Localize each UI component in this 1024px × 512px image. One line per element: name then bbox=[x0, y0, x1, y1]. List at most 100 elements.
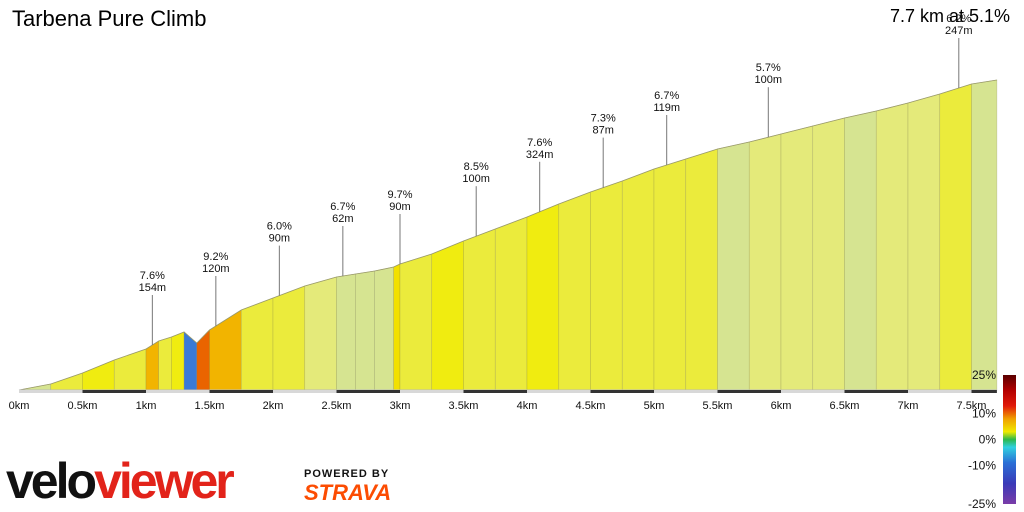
x-tick-label: 1km bbox=[136, 400, 157, 412]
x-tick-label: 1.5km bbox=[195, 400, 225, 412]
profile-segment bbox=[183, 331, 198, 391]
km-band bbox=[971, 390, 997, 393]
profile-segment bbox=[812, 117, 845, 391]
legend-label: -10% bbox=[968, 458, 996, 472]
chart-title: Tarbena Pure Climb bbox=[12, 6, 207, 31]
profile-segment bbox=[158, 336, 172, 391]
annotation-grade: 6.0% bbox=[267, 221, 292, 233]
profile-segment bbox=[240, 297, 274, 391]
profile-segment bbox=[590, 180, 623, 391]
legend-label: -25% bbox=[968, 497, 996, 511]
profile-segment bbox=[494, 216, 528, 391]
km-band bbox=[273, 390, 337, 393]
profile-segment bbox=[374, 266, 394, 391]
profile-segment bbox=[431, 240, 464, 391]
x-tick-label: 6km bbox=[771, 400, 792, 412]
x-tick-label: 7km bbox=[898, 400, 919, 412]
annotation-length: 324m bbox=[526, 149, 554, 161]
profile-segment bbox=[304, 276, 337, 391]
annotation-grade: 9.7% bbox=[387, 189, 412, 201]
annotation-grade: 5.7% bbox=[756, 62, 781, 74]
annotation-length: 90m bbox=[389, 201, 410, 213]
km-band bbox=[781, 390, 845, 393]
annotation-grade: 9.2% bbox=[203, 251, 228, 263]
legend-label: 25% bbox=[972, 368, 996, 382]
veloviewer-logo: veloviewer bbox=[6, 453, 237, 508]
profile-segment bbox=[145, 340, 159, 391]
powered-by-label: POWERED BY bbox=[304, 468, 390, 480]
x-tick-label: 4.5km bbox=[576, 400, 606, 412]
km-band bbox=[209, 390, 273, 393]
annotation-length: 120m bbox=[202, 263, 230, 275]
annotation-length: 62m bbox=[332, 213, 353, 225]
profile-segment bbox=[939, 83, 972, 391]
x-tick-label: 6.5km bbox=[830, 400, 860, 412]
gradient-legend: 25% 10% 0% -10% -25% bbox=[968, 368, 1016, 511]
km-band bbox=[336, 390, 400, 393]
profile-segments bbox=[18, 79, 998, 391]
profile-segment bbox=[653, 158, 687, 391]
profile-segment bbox=[272, 285, 306, 391]
profile-segment bbox=[875, 102, 909, 391]
profile-segment bbox=[393, 263, 401, 391]
annotation-grade: 6.2% bbox=[946, 13, 971, 25]
annotation-grade: 7.6% bbox=[527, 137, 552, 149]
profile-line bbox=[18, 79, 997, 391]
x-tick-label: 5km bbox=[644, 400, 665, 412]
km-band bbox=[19, 390, 83, 393]
km-band bbox=[590, 390, 654, 393]
svg-text:veloviewer: veloviewer bbox=[6, 453, 234, 508]
x-axis-ticks: 0km 0.5km 1km 1.5km 2km 2.5km 3km 3.5km 4km 4.5km… bbox=[9, 400, 987, 412]
strava-logo: STRAVA bbox=[304, 480, 392, 505]
profile-segment bbox=[717, 141, 750, 391]
legend-color-bar bbox=[1003, 375, 1016, 504]
profile-segment bbox=[336, 273, 356, 391]
profile-segment bbox=[780, 125, 814, 391]
km-bands bbox=[19, 390, 997, 393]
legend-label: 10% bbox=[972, 407, 996, 421]
profile-segment bbox=[844, 110, 877, 391]
profile-segment bbox=[171, 331, 185, 391]
annotation-length: 100m bbox=[755, 74, 783, 86]
profile-segment bbox=[82, 359, 115, 391]
km-band bbox=[717, 390, 781, 393]
annotation-length: 87m bbox=[592, 125, 613, 137]
profile-segment bbox=[355, 270, 375, 391]
x-tick-label: 5.5km bbox=[703, 400, 733, 412]
legend-label: 0% bbox=[979, 433, 997, 447]
km-band bbox=[844, 390, 908, 393]
km-band bbox=[908, 390, 972, 393]
annotation-grade: 6.7% bbox=[330, 201, 355, 213]
profile-segment bbox=[50, 372, 83, 391]
profile-segment bbox=[196, 329, 210, 391]
annotation-grade: 6.7% bbox=[654, 90, 679, 102]
x-tick-label: 2km bbox=[263, 400, 284, 412]
x-tick-label: 0.5km bbox=[68, 400, 98, 412]
annotation-grade: 7.6% bbox=[140, 270, 165, 282]
annotation-length: 247m bbox=[945, 25, 973, 37]
annotation-grade: 8.5% bbox=[464, 161, 489, 173]
annotation-grade: 7.3% bbox=[591, 113, 616, 125]
km-band bbox=[654, 390, 718, 393]
profile-segment bbox=[621, 168, 655, 391]
km-band bbox=[82, 390, 146, 393]
annotation-length: 119m bbox=[653, 102, 680, 114]
annotation-length: 100m bbox=[462, 173, 490, 185]
gradient-annotations: 7.6%154m9.2%120m6.0%90m6.7%62m9.7%90m8.5… bbox=[139, 13, 973, 345]
profile-segment bbox=[209, 309, 242, 391]
climb-summary: 7.7 km at 5.1% bbox=[889, 6, 1010, 26]
profile-segment bbox=[399, 253, 433, 391]
profile-segment bbox=[526, 203, 560, 391]
profile-segment bbox=[907, 93, 941, 391]
profile-segment bbox=[971, 79, 998, 391]
profile-segment bbox=[463, 228, 496, 391]
annotation-length: 90m bbox=[269, 233, 290, 245]
km-band bbox=[146, 390, 210, 393]
profile-segment bbox=[748, 133, 782, 391]
profile-segment bbox=[685, 148, 718, 391]
x-tick-label: 3km bbox=[390, 400, 411, 412]
x-tick-label: 2.5km bbox=[322, 400, 352, 412]
annotation-length: 154m bbox=[139, 282, 167, 294]
x-tick-label: 4km bbox=[517, 400, 538, 412]
